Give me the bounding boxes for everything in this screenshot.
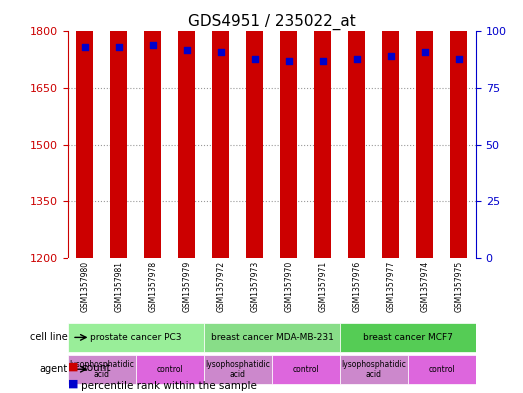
Point <box>319 58 327 64</box>
FancyBboxPatch shape <box>340 323 476 352</box>
Text: cell line: cell line <box>30 332 68 342</box>
Text: GSM1357979: GSM1357979 <box>183 261 191 312</box>
Text: GSM1357977: GSM1357977 <box>386 261 395 312</box>
Text: control: control <box>156 365 184 374</box>
Point <box>217 49 225 55</box>
Bar <box>110 0 128 258</box>
Point <box>183 46 191 53</box>
FancyBboxPatch shape <box>68 323 204 352</box>
Text: GSM1357970: GSM1357970 <box>285 261 293 312</box>
Text: GSM1357981: GSM1357981 <box>115 261 123 312</box>
Point <box>353 55 361 62</box>
Text: lysophosphatidic
acid: lysophosphatidic acid <box>342 360 406 379</box>
Bar <box>280 0 298 258</box>
Text: GSM1357978: GSM1357978 <box>149 261 157 312</box>
Bar <box>416 0 434 258</box>
FancyBboxPatch shape <box>340 355 408 384</box>
Bar <box>450 0 468 258</box>
Text: control: control <box>428 365 456 374</box>
Text: lysophosphatidic
acid: lysophosphatidic acid <box>206 360 270 379</box>
FancyBboxPatch shape <box>68 355 136 384</box>
Text: ■: ■ <box>68 362 78 371</box>
FancyBboxPatch shape <box>408 355 476 384</box>
FancyBboxPatch shape <box>204 355 272 384</box>
Bar <box>178 0 196 258</box>
FancyBboxPatch shape <box>204 323 340 352</box>
FancyBboxPatch shape <box>272 355 340 384</box>
Text: count: count <box>81 364 110 373</box>
Text: GSM1357976: GSM1357976 <box>353 261 361 312</box>
Text: control: control <box>292 365 320 374</box>
Text: lysophosphatidic
acid: lysophosphatidic acid <box>70 360 134 379</box>
Text: GSM1357972: GSM1357972 <box>217 261 225 312</box>
Text: GSM1357980: GSM1357980 <box>81 261 89 312</box>
Bar <box>76 0 94 258</box>
Text: breast cancer MDA-MB-231: breast cancer MDA-MB-231 <box>211 333 333 342</box>
Text: breast cancer MCF7: breast cancer MCF7 <box>363 333 453 342</box>
Text: prostate cancer PC3: prostate cancer PC3 <box>90 333 181 342</box>
Text: GSM1357974: GSM1357974 <box>420 261 429 312</box>
Point <box>251 55 259 62</box>
Text: agent: agent <box>40 364 68 374</box>
Bar <box>382 0 400 258</box>
FancyBboxPatch shape <box>136 355 204 384</box>
Point <box>81 44 89 50</box>
Text: GSM1357971: GSM1357971 <box>319 261 327 312</box>
Point <box>285 58 293 64</box>
Bar <box>246 0 264 258</box>
Bar <box>348 0 366 258</box>
Point <box>149 42 157 48</box>
Text: GSM1357973: GSM1357973 <box>251 261 259 312</box>
Point <box>420 49 429 55</box>
Text: percentile rank within the sample: percentile rank within the sample <box>81 381 257 391</box>
Bar <box>212 0 230 258</box>
Title: GDS4951 / 235022_at: GDS4951 / 235022_at <box>188 14 356 30</box>
Point <box>386 53 395 59</box>
Bar <box>144 0 162 258</box>
Point <box>454 55 463 62</box>
Bar <box>314 0 332 258</box>
Point <box>115 44 123 50</box>
Text: GSM1357975: GSM1357975 <box>454 261 463 312</box>
Text: ■: ■ <box>68 379 78 389</box>
